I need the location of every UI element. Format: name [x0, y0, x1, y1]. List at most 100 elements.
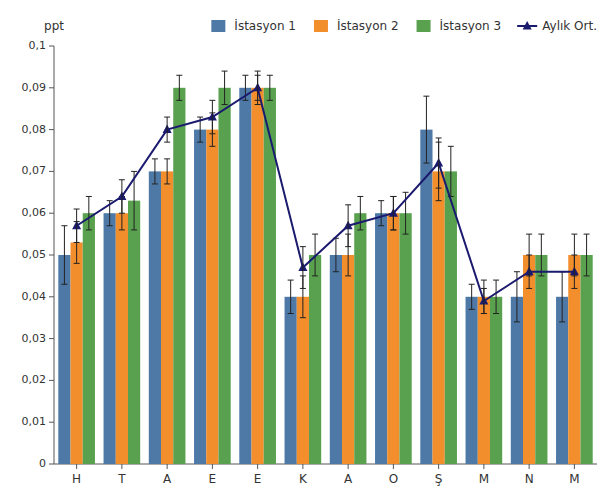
error-bar — [493, 280, 499, 313]
y-tick — [49, 464, 54, 465]
error-bar-cap — [255, 75, 261, 76]
y-tick-label: 0,05 — [22, 248, 47, 261]
error-bar-cap — [164, 142, 170, 143]
error-bar-stem — [529, 255, 530, 288]
x-tick — [121, 464, 122, 469]
error-bar-stem — [290, 280, 291, 313]
x-tick-label: E — [254, 472, 262, 486]
error-bar — [300, 247, 306, 289]
bar — [354, 213, 366, 464]
error-bar-cap — [403, 192, 409, 193]
error-bar — [538, 234, 544, 276]
error-bar-cap — [176, 100, 182, 101]
error-bar-cap — [267, 75, 273, 76]
x-tick — [574, 464, 575, 469]
error-bar-stem — [88, 196, 89, 229]
legend-item: İstasyon 2 — [314, 18, 399, 33]
error-bar-cap — [74, 263, 80, 264]
error-bar-cap — [493, 313, 499, 314]
error-bar-cap — [390, 229, 396, 230]
error-bar-stem — [335, 238, 336, 271]
error-bar-cap — [131, 171, 137, 172]
error-bar-cap — [493, 280, 499, 281]
page: {"chart_data": { "type": "bar", "y_label… — [0, 0, 613, 498]
bar — [420, 130, 432, 464]
bar — [490, 297, 502, 464]
bar — [58, 255, 70, 464]
error-bar-stem — [438, 138, 439, 188]
error-bar — [255, 75, 261, 100]
bar — [330, 255, 342, 464]
bar — [478, 297, 490, 464]
error-bar-cap — [74, 242, 80, 243]
error-bar — [357, 196, 363, 229]
legend-label: İstasyon 2 — [337, 18, 399, 33]
error-bar — [584, 234, 590, 276]
error-bar-cap — [571, 255, 577, 256]
error-bar-cap — [357, 196, 363, 197]
error-bar-cap — [481, 313, 487, 314]
bar — [161, 171, 173, 464]
error-bar — [423, 96, 429, 163]
x-tick — [257, 464, 258, 469]
x-tick-label: Ş — [435, 472, 443, 486]
error-bar-stem — [496, 280, 497, 313]
error-bar-cap — [222, 104, 228, 105]
y-tick-label: 0,08 — [22, 123, 47, 136]
x-tick-label: H — [72, 472, 81, 486]
error-bar — [390, 196, 396, 229]
error-bar-cap — [333, 271, 339, 272]
error-bar-cap — [312, 275, 318, 276]
error-bar-cap — [131, 229, 137, 230]
error-bar — [152, 159, 158, 184]
bar — [297, 297, 309, 464]
error-bar-cap — [197, 142, 203, 143]
error-bar-cap — [538, 234, 544, 235]
error-bar — [448, 146, 454, 196]
error-bar-stem — [541, 234, 542, 276]
chart: 00,010,020,030,040,050,060,070,080,090,1… — [0, 0, 613, 498]
error-bar — [209, 100, 215, 133]
error-bar-cap — [152, 183, 158, 184]
x-tick — [438, 464, 439, 469]
error-bar-cap — [390, 196, 396, 197]
error-bar-cap — [267, 100, 273, 101]
error-bar-stem — [471, 284, 472, 309]
error-bar-cap — [423, 163, 429, 164]
y-tick-label: 0,01 — [22, 415, 47, 428]
error-bar-stem — [450, 146, 451, 196]
error-bar — [345, 205, 351, 247]
y-tick — [49, 213, 54, 214]
bar — [252, 88, 264, 464]
error-bar-cap — [242, 100, 248, 101]
error-bar-stem — [257, 75, 258, 100]
error-bar-cap — [119, 213, 125, 214]
error-bar-cap — [448, 146, 454, 147]
error-bars — [61, 71, 589, 322]
y-tick-label: 0,06 — [22, 206, 47, 219]
y-tick — [49, 338, 54, 339]
y-tick-label: 0 — [39, 457, 46, 470]
error-bar — [119, 180, 125, 213]
error-bar-cap — [436, 188, 442, 189]
error-bar — [164, 117, 170, 142]
x-tick-label: A — [344, 472, 353, 486]
y-axis: 00,010,020,030,040,050,060,070,080,090,1 — [22, 39, 55, 470]
y-tick — [49, 255, 54, 256]
error-bar — [469, 284, 475, 309]
error-bar-cap — [119, 229, 125, 230]
bar — [466, 297, 478, 464]
bar — [128, 201, 140, 464]
error-bar — [559, 272, 565, 322]
x-tick-label: A — [163, 472, 172, 486]
legend-label: İstasyon 1 — [234, 18, 296, 33]
error-bar-stem — [381, 201, 382, 226]
legend-item: Aylık Ort. — [517, 19, 597, 33]
error-bar-cap — [86, 229, 92, 230]
error-bar-cap — [469, 284, 475, 285]
y-tick-label: 0,02 — [22, 373, 47, 386]
bars — [58, 88, 592, 464]
line — [77, 88, 575, 301]
y-axis-label: ppt — [44, 19, 64, 33]
error-bar-cap — [300, 288, 306, 289]
